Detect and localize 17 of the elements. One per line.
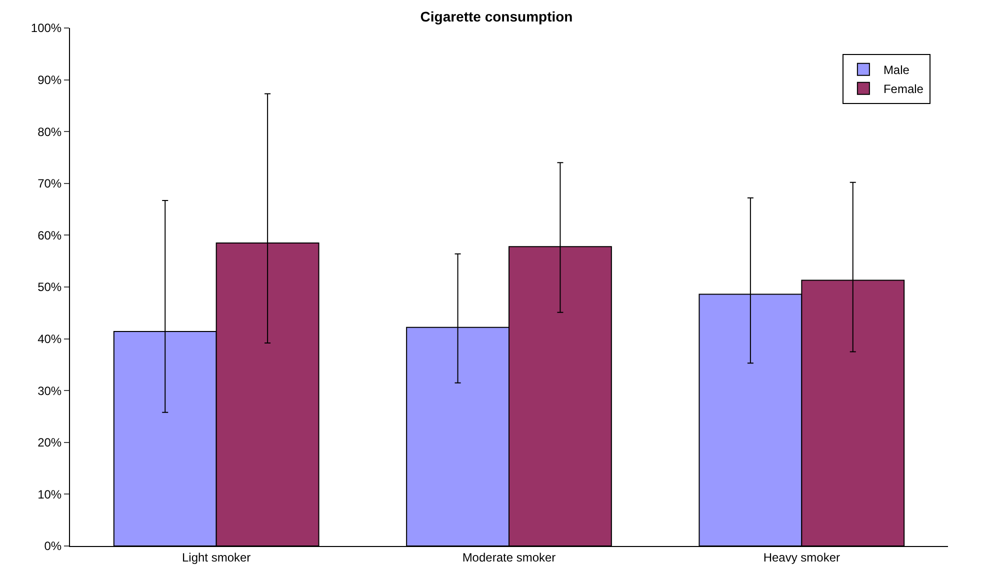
y-tick-label: 0% [44, 539, 62, 554]
y-tick-label: 60% [38, 228, 62, 242]
y-tick-label: 20% [38, 436, 62, 450]
y-tick-label: 80% [38, 124, 62, 139]
y-tick-label: 90% [38, 73, 62, 87]
y-tick-label: 50% [38, 280, 62, 294]
legend-label: Male [883, 63, 910, 78]
y-tick-label: 100% [30, 21, 62, 36]
legend-label: Female [883, 82, 924, 96]
x-tick-label: Heavy smoker [763, 550, 840, 564]
x-tick-label: Moderate smoker [462, 550, 556, 564]
x-tick-label: Light smoker [182, 550, 251, 564]
y-tick-label: 40% [38, 332, 62, 346]
y-tick-label: 70% [38, 176, 62, 191]
chart-title: Cigarette consumption [420, 8, 573, 25]
y-tick-label: 30% [38, 384, 62, 398]
y-tick-label: 10% [38, 487, 62, 502]
